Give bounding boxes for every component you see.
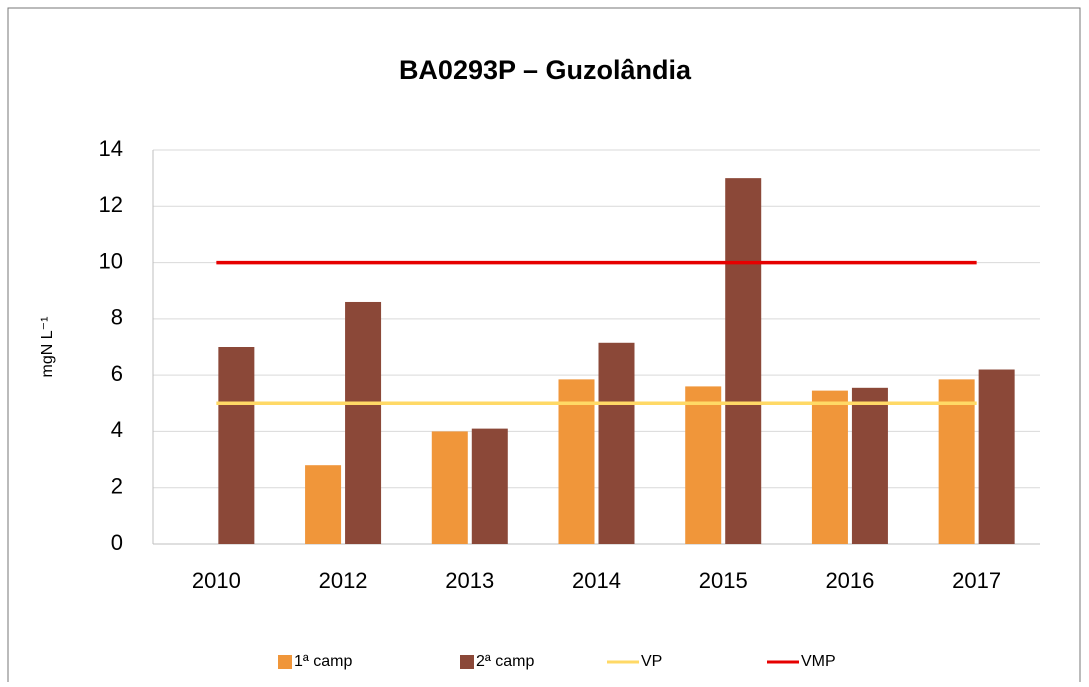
chart-title: BA0293P – Guzolândia	[399, 55, 692, 85]
bar	[725, 178, 762, 544]
x-tick-label: 2015	[699, 568, 748, 593]
legend-label: VMP	[801, 653, 836, 670]
y-tick-label: 4	[111, 417, 123, 442]
bar	[471, 428, 508, 544]
bar	[305, 465, 342, 544]
x-tick-label: 2012	[319, 568, 368, 593]
legend-label: VP	[641, 653, 662, 670]
y-tick-label: 10	[99, 248, 123, 273]
bar	[598, 342, 635, 544]
bar	[431, 431, 468, 544]
bar	[938, 379, 975, 544]
y-axis-label: mgN L⁻¹	[39, 317, 56, 378]
y-tick-label: 2	[111, 474, 123, 499]
bar	[685, 386, 722, 544]
bar	[851, 387, 888, 544]
x-tick-label: 2014	[572, 568, 621, 593]
bar	[558, 379, 595, 544]
x-tick-label: 2017	[952, 568, 1001, 593]
legend-swatch	[278, 655, 292, 669]
y-tick-label: 12	[99, 192, 123, 217]
bar	[345, 301, 382, 544]
legend-swatch	[460, 655, 474, 669]
bar	[811, 390, 848, 544]
x-tick-label: 2013	[445, 568, 494, 593]
y-tick-label: 0	[111, 530, 123, 555]
y-tick-label: 14	[99, 136, 123, 161]
chart-frame	[7, 7, 1081, 682]
y-tick-label: 6	[111, 361, 123, 386]
y-tick-label: 8	[111, 305, 123, 330]
x-tick-label: 2010	[192, 568, 241, 593]
bar	[978, 369, 1015, 544]
bar	[218, 347, 255, 544]
legend-label: 2ª camp	[476, 653, 534, 670]
legend-label: 1ª camp	[294, 653, 352, 670]
x-tick-label: 2016	[825, 568, 874, 593]
